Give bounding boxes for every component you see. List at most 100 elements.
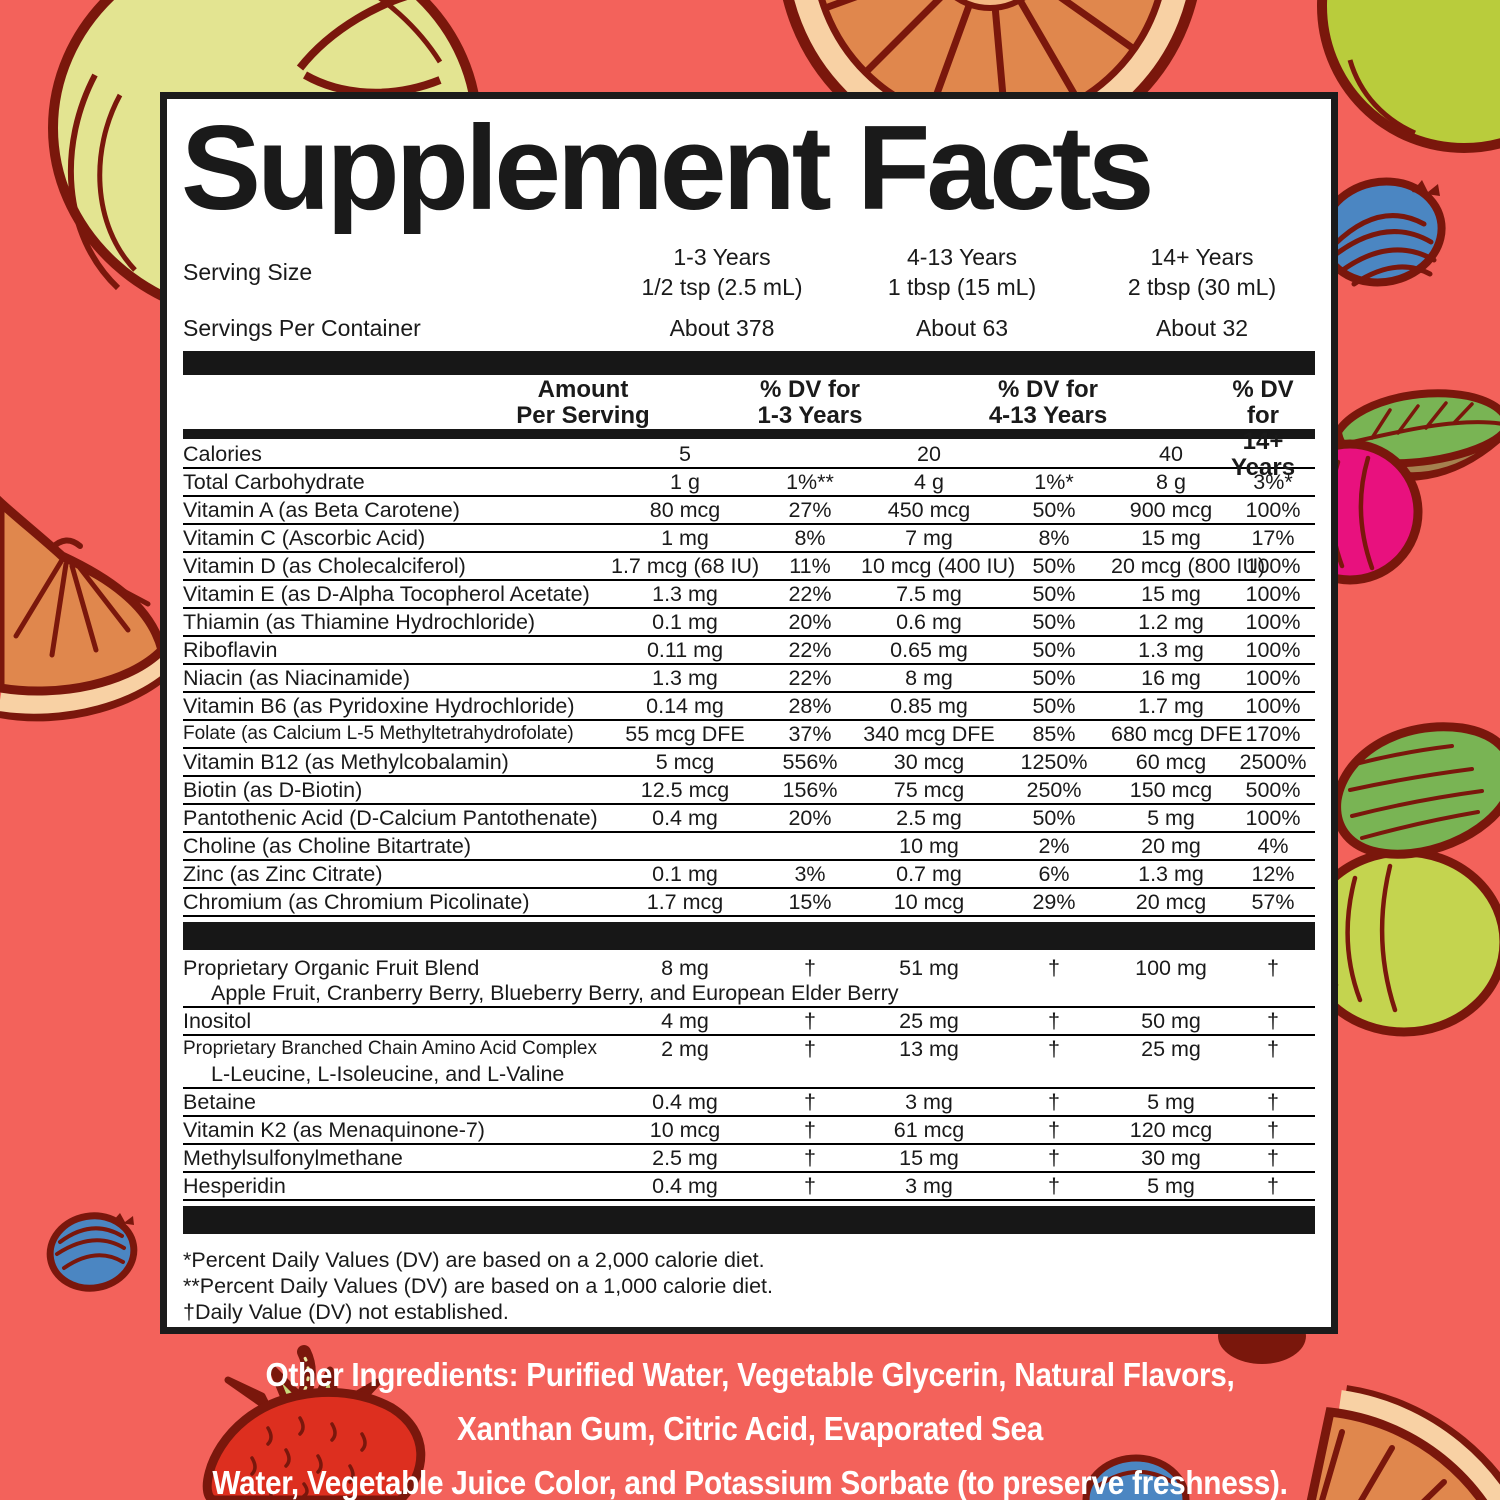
nutrient-name: Vitamin K2 (as Menaquinone-7) <box>183 1117 485 1142</box>
amount-value: 1.3 mg <box>652 581 718 606</box>
nutrient-name: Vitamin B12 (as Methylcobalamin) <box>183 749 509 774</box>
nutrient-name: Chromium (as Chromium Picolinate) <box>183 889 530 914</box>
dv-value: 8% <box>1038 525 1070 550</box>
dv-value: † <box>1048 1173 1060 1198</box>
amount-value: 30 mcg <box>893 749 965 774</box>
dv-value: 37% <box>788 721 832 746</box>
amount-value: 1.7 mcg <box>646 889 724 914</box>
dv-value: 100% <box>1245 693 1301 718</box>
blueberry-icon <box>1082 1454 1190 1500</box>
amount-value: 20 mcg <box>1135 889 1207 914</box>
strawberry-icon <box>202 1345 426 1500</box>
dv-value: 100% <box>1245 581 1301 606</box>
amount-value: 5 mg <box>1147 805 1195 830</box>
blend-components: L-Leucine, L-Isoleucine, and L-Valine <box>211 1062 565 1086</box>
dv-value: 170% <box>1245 721 1301 746</box>
amount-value: 0.85 mg <box>890 693 968 718</box>
table-row: Vitamin K2 (as Menaquinone-7) 10 mcg † 61 m… <box>183 1117 1315 1145</box>
dv-value: 500% <box>1245 777 1301 802</box>
dv-value: 2% <box>1038 833 1070 858</box>
nutrient-name: Inositol <box>183 1008 252 1033</box>
nutrient-name: Proprietary Organic Fruit Blend <box>183 955 480 980</box>
servings-per-container-value: About 378 <box>669 315 775 341</box>
table-row: Total Carbohydrate 1 g 1%** 4 g 1%* 8 g 3%* <box>183 469 1315 497</box>
table-row: Vitamin C (Ascorbic Acid) 1 mg 8% 7 mg 8% 15 … <box>183 525 1315 553</box>
dv-value: 1250% <box>1020 749 1088 774</box>
dv-value: 156% <box>782 777 838 802</box>
dv-value: 1%* <box>1034 469 1074 494</box>
dv-value: 15% <box>788 889 832 914</box>
table-row: Chromium (as Chromium Picolinate) 1.7 mcg… <box>183 889 1315 917</box>
dv-value: † <box>804 1008 816 1033</box>
table-row: Riboflavin 0.11 mg 22% 0.65 mg 50% 1.3 mg 100% <box>183 637 1315 665</box>
table-row: Methylsulfonylmethane 2.5 mg † 15 mg † 30 mg † <box>183 1145 1315 1173</box>
dv-value: † <box>1048 1145 1060 1170</box>
nutrient-name: Folate (as Calcium L-5 Methyltetrahydrof… <box>183 723 574 744</box>
dv-value: † <box>1048 1117 1060 1142</box>
dv-value: 17% <box>1251 525 1295 550</box>
dv-value: † <box>1048 1089 1060 1114</box>
amount-value: 1.3 mg <box>1138 861 1204 886</box>
dv-value: 556% <box>782 749 838 774</box>
amount-value: 0.1 mg <box>652 609 718 634</box>
amount-value: 1 mg <box>661 525 709 550</box>
dv-value: 1%** <box>786 469 834 494</box>
table-row: Niacin (as Niacinamide) 1.3 mg 22% 8 mg 50% 1… <box>183 665 1315 693</box>
amount-value: 55 mcg DFE <box>625 721 745 746</box>
table-row: Proprietary Branched Chain Amino Acid Co… <box>183 1036 1315 1089</box>
dv-value: 50% <box>1032 553 1076 578</box>
amount-value: 340 mcg DFE <box>863 721 995 746</box>
amount-value: 10 mcg <box>893 889 965 914</box>
amount-value: 25 mg <box>1141 1036 1201 1061</box>
dv-value: 50% <box>1032 609 1076 634</box>
table-row: Vitamin B12 (as Methylcobalamin) 5 mcg 556… <box>183 749 1315 777</box>
dv-value: † <box>1267 1117 1279 1142</box>
table-row: Calories 5 20 40 <box>183 441 1315 469</box>
amount-value: 100 mg <box>1135 955 1207 980</box>
amount-value: 80 mcg <box>649 497 721 522</box>
nutrient-name: Hesperidin <box>183 1173 286 1198</box>
amount-value: 900 mcg <box>1129 497 1213 522</box>
column-header-dv-4-13-years: % DV for 4-13 Years <box>988 376 1108 429</box>
amount-value: 61 mcg <box>893 1117 965 1142</box>
column-header-amount: Amount Per Serving <box>516 376 650 429</box>
amount-value: 8 g <box>1156 469 1186 494</box>
dv-value: † <box>1267 1036 1279 1061</box>
dv-value: 100% <box>1245 553 1301 578</box>
serving-section: Serving Size 1-3 Years 1/2 tsp (2.5 mL) 4… <box>183 237 1315 349</box>
dv-value: † <box>1048 1036 1060 1061</box>
dv-value: 11% <box>789 553 831 578</box>
amount-value: 25 mg <box>899 1008 959 1033</box>
dv-value: 50% <box>1032 637 1076 662</box>
serving-size-label: Serving Size <box>183 258 313 285</box>
amount-value: 50 mg <box>1141 1008 1201 1033</box>
servings-per-container-label: Servings Per Container <box>183 314 421 341</box>
amount-value: 1 g <box>670 469 700 494</box>
dv-value: 50% <box>1032 693 1076 718</box>
dv-value: 27% <box>788 497 832 522</box>
lime-icon <box>1317 0 1500 153</box>
amount-value: 3 mg <box>905 1173 953 1198</box>
amount-value: 3 mg <box>905 1089 953 1114</box>
nutrient-name: Total Carbohydrate <box>183 469 365 494</box>
dv-value: † <box>804 1145 816 1170</box>
footnote-line: **Percent Daily Values (DV) are based on… <box>183 1274 773 1298</box>
dv-value: 100% <box>1245 497 1301 522</box>
leaf-and-lime-icon <box>1299 722 1500 1037</box>
nutrient-name: Betaine <box>183 1089 256 1114</box>
divider-bar <box>183 429 1315 439</box>
orange-wedge-icon <box>1306 1385 1500 1500</box>
amount-value: 1.2 mg <box>1138 609 1204 634</box>
amount-value: 120 mcg <box>1129 1117 1213 1142</box>
blueberry-icon <box>1318 177 1446 287</box>
dv-value: † <box>1048 955 1060 980</box>
amount-value: 680 mcg DFE <box>1111 721 1243 746</box>
serving-size-row: Serving Size 1-3 Years 1/2 tsp (2.5 mL) 4… <box>183 237 1315 307</box>
nutrient-name: Pantothenic Acid (D-Calcium Pantothenate… <box>183 805 598 830</box>
table-row: Vitamin E (as D-Alpha Tocopherol Acetate… <box>183 581 1315 609</box>
divider-bar <box>183 351 1315 375</box>
servings-per-container-value: About 63 <box>915 315 1009 341</box>
nutrient-name: Zinc (as Zinc Citrate) <box>183 861 383 886</box>
serving-size-value: 14+ Years 2 tbsp (30 mL) <box>1127 244 1277 300</box>
dv-value: 85% <box>1032 721 1076 746</box>
